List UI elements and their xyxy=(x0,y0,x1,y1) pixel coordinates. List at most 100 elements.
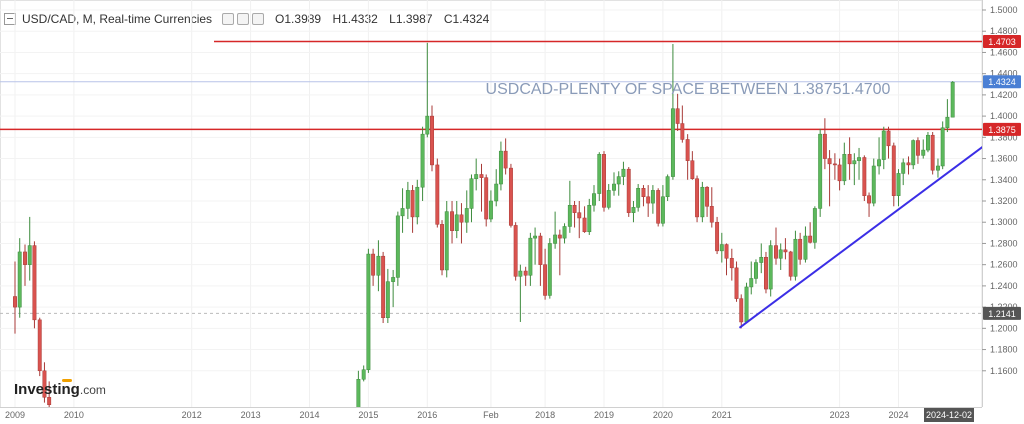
x-tick-label: 2019 xyxy=(594,410,614,420)
x-axis: 2009 2010 2012 2013 2014 2015 2016 Feb 2018 2019 2… xyxy=(0,407,982,424)
candle-body xyxy=(405,190,410,209)
candle-body xyxy=(391,277,396,282)
candle xyxy=(430,105,434,172)
candle-body xyxy=(911,140,916,166)
candle-body xyxy=(921,149,926,156)
candle-body xyxy=(356,379,361,409)
candle xyxy=(857,147,861,180)
candle xyxy=(759,243,764,274)
candle-body xyxy=(891,145,896,196)
visibility-icon[interactable] xyxy=(237,13,250,25)
y-tick-label: 1.4600 xyxy=(990,47,1018,57)
x-tick-label: 2009 xyxy=(5,410,25,420)
candle xyxy=(877,137,882,175)
candle xyxy=(533,227,538,265)
candle-body xyxy=(621,168,626,177)
candle xyxy=(660,185,665,227)
y-tick-label: 1.1600 xyxy=(990,366,1018,376)
candle-body xyxy=(553,234,558,244)
candle-body xyxy=(818,133,823,209)
candle-body xyxy=(719,244,724,252)
candle xyxy=(842,142,847,186)
candle-body xyxy=(646,196,651,204)
y-tick-label: 1.4200 xyxy=(990,90,1018,100)
y-tick-label: 1.2000 xyxy=(990,323,1018,333)
x-tick-label: 2013 xyxy=(241,410,261,420)
candle xyxy=(945,99,950,133)
candle xyxy=(435,158,440,228)
candle xyxy=(734,261,739,302)
y-tick-label: 1.5000 xyxy=(990,5,1018,15)
candle xyxy=(715,216,720,255)
candle xyxy=(459,203,464,244)
candle-body xyxy=(650,190,655,204)
candle xyxy=(37,317,42,377)
price-badges: 1.4703 1.4324 1.3875 1.2141 xyxy=(983,35,1021,320)
brand-suffix: .com xyxy=(79,383,106,397)
candle xyxy=(631,201,636,223)
candle xyxy=(361,365,366,382)
candle xyxy=(881,126,886,170)
candle xyxy=(32,241,37,329)
candle-body xyxy=(385,281,390,318)
candle-body xyxy=(469,178,474,209)
horizontal-levels xyxy=(0,40,982,314)
y-tick-label: 1.3400 xyxy=(990,175,1018,185)
candle-body xyxy=(744,286,749,323)
y-tick-label: 1.4400 xyxy=(990,69,1018,79)
candle-body xyxy=(867,195,871,204)
candle xyxy=(862,155,867,201)
candle xyxy=(626,167,631,217)
candle xyxy=(518,264,523,322)
candle-body xyxy=(675,108,680,124)
candle xyxy=(425,42,430,138)
candle xyxy=(587,198,592,235)
candle-body xyxy=(562,226,567,239)
y-tick-label: 1.4000 xyxy=(990,111,1018,121)
candle xyxy=(464,190,469,233)
settings-icon[interactable] xyxy=(222,13,235,25)
candle-body xyxy=(425,115,430,135)
candle-body xyxy=(724,244,729,259)
candle xyxy=(474,158,479,191)
candle-body xyxy=(415,186,420,218)
candle xyxy=(921,139,926,159)
candle xyxy=(911,139,916,170)
candle-body xyxy=(479,174,484,178)
x-tick-label: 2015 xyxy=(358,410,378,420)
candle xyxy=(405,181,410,220)
candle xyxy=(562,223,567,244)
candle-body xyxy=(793,238,798,277)
candle xyxy=(700,181,705,223)
candle-body xyxy=(538,235,543,265)
close-icon[interactable] xyxy=(252,13,265,25)
candle-body xyxy=(774,245,778,259)
candle xyxy=(690,151,695,180)
candle xyxy=(420,126,425,201)
candle-body xyxy=(47,397,52,405)
candle xyxy=(494,169,499,207)
candle-body xyxy=(764,256,768,290)
candle xyxy=(469,174,474,223)
x-tick-label: 2016 xyxy=(417,410,437,420)
candle xyxy=(13,261,17,334)
price-badge-box xyxy=(983,35,1021,49)
candle-body xyxy=(930,134,935,171)
candle xyxy=(719,232,724,263)
candle xyxy=(440,220,444,276)
candle xyxy=(803,226,808,263)
candle-body xyxy=(842,154,847,182)
candle xyxy=(744,282,749,324)
candle xyxy=(950,81,955,118)
trendline-layer xyxy=(738,142,988,329)
candle-body xyxy=(901,162,906,174)
trendline xyxy=(738,142,988,329)
symbol-title: USD/CAD, M, Real-time Currencies xyxy=(22,12,213,26)
x-tick-label: 2018 xyxy=(535,410,555,420)
y-tick-label: 1.2800 xyxy=(990,238,1018,248)
candle xyxy=(444,201,449,278)
candle-body xyxy=(832,163,837,166)
high-value: H1.4332 xyxy=(332,12,378,26)
candle xyxy=(871,158,876,207)
